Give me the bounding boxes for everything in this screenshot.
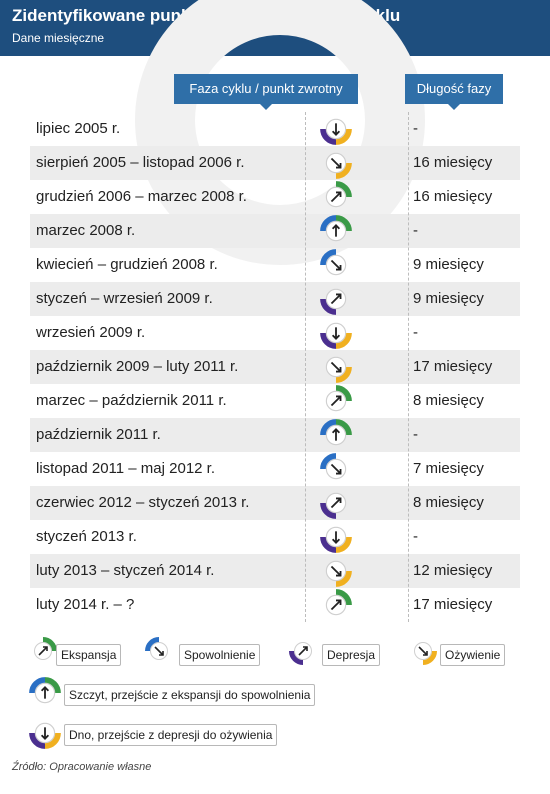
row-length: -	[413, 120, 418, 137]
recovery-icon	[313, 350, 357, 384]
column-header-phase-pointer	[260, 104, 272, 110]
row-period: marzec 2008 r.	[36, 222, 136, 239]
column-header-length: Długość fazy	[405, 74, 503, 104]
table-row: wrzesień 2009 r. -	[30, 316, 520, 350]
table-row: marzec – październik 2011 r. 8 miesięcy	[30, 384, 520, 418]
column-divider	[408, 112, 409, 622]
expansion-icon	[34, 637, 57, 660]
row-period: luty 2014 r. – ?	[36, 596, 135, 613]
legend-trough: Dno, przejście z depresji do ożywienia	[28, 716, 328, 749]
row-length: 17 miesięcy	[413, 596, 493, 613]
depression-icon	[313, 486, 357, 520]
slowdown-icon	[313, 248, 357, 282]
row-length: -	[413, 426, 418, 443]
trough-icon	[313, 316, 357, 350]
row-length: 16 miesięcy	[413, 154, 493, 171]
row-length: -	[413, 324, 418, 341]
row-period: październik 2011 r.	[36, 426, 161, 443]
row-length: 7 miesięcy	[413, 460, 484, 477]
expansion-icon	[313, 180, 357, 214]
row-period: styczeń 2013 r.	[36, 528, 137, 545]
trough-icon	[29, 722, 61, 749]
row-length: 16 miesięcy	[413, 188, 493, 205]
table-row: styczeń – wrzesień 2009 r. 9 miesięcy	[30, 282, 520, 316]
legend-recovery: Ożywienie	[408, 636, 518, 666]
row-length: -	[413, 222, 418, 239]
page-subtitle: Dane miesięczne	[12, 31, 105, 45]
column-header-length-pointer	[448, 104, 460, 110]
table-row: styczeń 2013 r. -	[30, 520, 520, 554]
expansion-icon	[313, 384, 357, 418]
row-period: sierpień 2005 – listopad 2006 r.	[36, 154, 245, 171]
trough-icon	[313, 520, 357, 554]
legend-expansion: Ekspansja	[28, 636, 138, 666]
legend-recovery-label: Ożywienie	[440, 644, 506, 666]
legend-slowdown: Spowolnienie	[144, 636, 274, 666]
recovery-icon	[414, 642, 437, 665]
recovery-icon	[313, 554, 357, 588]
depression-icon	[289, 642, 312, 665]
peak-icon	[29, 677, 61, 704]
table-row: czerwiec 2012 – styczeń 2013 r. 8 miesięc…	[30, 486, 520, 520]
row-length: 9 miesięcy	[413, 256, 484, 273]
trough-icon	[313, 112, 357, 146]
row-length: 8 miesięcy	[413, 392, 484, 409]
table-row: luty 2014 r. – ? 17 miesięcy	[30, 588, 520, 622]
table-row: sierpień 2005 – listopad 2006 r. 16 miesi…	[30, 146, 520, 180]
legend-depression-label: Depresja	[322, 644, 381, 666]
row-length: -	[413, 528, 418, 545]
row-period: luty 2013 – styczeń 2014 r.	[36, 562, 215, 579]
row-period: listopad 2011 – maj 2012 r.	[36, 460, 216, 477]
row-period: lipiec 2005 r.	[36, 120, 121, 137]
slowdown-icon	[313, 452, 357, 486]
legend-slowdown-label: Spowolnienie	[179, 644, 261, 666]
row-period: marzec – październik 2011 r.	[36, 392, 227, 409]
row-length: 9 miesięcy	[413, 290, 484, 307]
depression-icon	[313, 282, 357, 316]
table-row: marzec 2008 r. -	[30, 214, 520, 248]
table-row: październik 2009 – luty 2011 r. 17 miesię…	[30, 350, 520, 384]
table-row: kwiecień – grudzień 2008 r. 9 miesięcy	[30, 248, 520, 282]
legend-expansion-label: Ekspansja	[56, 644, 122, 666]
legend-peak-label: Szczyt, przejście z ekspansji do spowoln…	[64, 684, 316, 706]
row-period: czerwiec 2012 – styczeń 2013 r.	[36, 494, 250, 511]
recovery-icon	[313, 146, 357, 180]
source-note: Źródło: Opracowanie własne	[12, 761, 152, 773]
peak-icon	[313, 214, 357, 248]
row-length: 12 miesięcy	[413, 562, 493, 579]
row-period: styczeń – wrzesień 2009 r.	[36, 290, 213, 307]
column-header-phase: Faza cyklu / punkt zwrotny	[174, 74, 358, 104]
legend-trough-label: Dno, przejście z depresji do ożywienia	[64, 724, 278, 746]
table-row: grudzień 2006 – marzec 2008 r. 16 miesięc…	[30, 180, 520, 214]
row-period: wrzesień 2009 r.	[36, 324, 146, 341]
row-period: październik 2009 – luty 2011 r.	[36, 358, 239, 375]
column-divider	[305, 112, 306, 622]
legend-depression: Depresja	[288, 636, 398, 666]
slowdown-icon	[145, 637, 168, 660]
table-row: luty 2013 – styczeń 2014 r. 12 miesięcy	[30, 554, 520, 588]
row-length: 17 miesięcy	[413, 358, 493, 375]
row-period: kwiecień – grudzień 2008 r.	[36, 256, 218, 273]
row-length: 8 miesięcy	[413, 494, 484, 511]
table-row: lipiec 2005 r. -	[30, 112, 520, 146]
table-row: listopad 2011 – maj 2012 r. 7 miesięcy	[30, 452, 520, 486]
table-row: październik 2011 r. -	[30, 418, 520, 452]
expansion-icon	[313, 588, 357, 622]
peak-icon	[313, 418, 357, 452]
legend-peak: Szczyt, przejście z ekspansji do spowoln…	[28, 676, 348, 706]
row-period: grudzień 2006 – marzec 2008 r.	[36, 188, 247, 205]
